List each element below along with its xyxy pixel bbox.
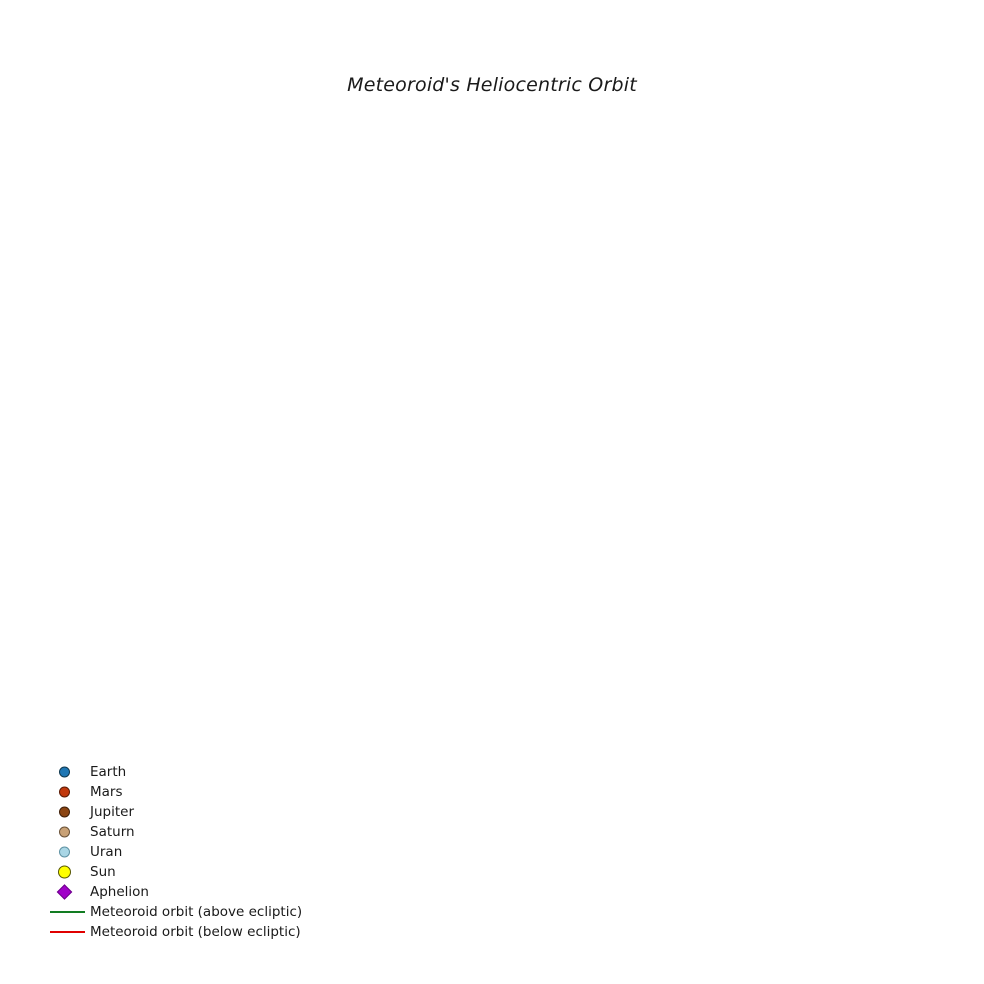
legend-label: Meteoroid orbit (above ecliptic) [90, 904, 303, 920]
legend-item-saturn[interactable]: Saturn [48, 822, 302, 842]
legend-label: Sun [90, 864, 116, 880]
uran-marker-icon [48, 842, 86, 862]
aphelion-marker-icon [48, 882, 86, 902]
legend-item-jupiter[interactable]: Jupiter [48, 802, 302, 822]
legend-label: Meteoroid orbit (below ecliptic) [90, 924, 301, 940]
legend-item-mars[interactable]: Mars [48, 782, 302, 802]
legend-label: Aphelion [90, 884, 149, 900]
sun-marker-icon [48, 862, 86, 882]
legend-label: Uran [90, 844, 123, 860]
red-line-icon [48, 922, 86, 942]
earth-marker-icon [48, 762, 86, 782]
legend-label: Earth [90, 764, 127, 780]
jupiter-marker-icon [48, 802, 86, 822]
mars-marker-icon [48, 782, 86, 802]
legend-item-meteoroid-below[interactable]: Meteoroid orbit (below ecliptic) [48, 922, 302, 942]
page-title: Meteoroid's Heliocentric Orbit [347, 74, 637, 96]
legend-label: Mars [90, 784, 123, 800]
legend: Earth Mars Jupiter Saturn Uran [48, 762, 302, 942]
green-line-icon [48, 902, 86, 922]
legend-label: Saturn [90, 824, 135, 840]
legend-item-meteoroid-above[interactable]: Meteoroid orbit (above ecliptic) [48, 902, 302, 922]
legend-item-uran[interactable]: Uran [48, 842, 302, 862]
legend-item-earth[interactable]: Earth [48, 762, 302, 782]
saturn-marker-icon [48, 822, 86, 842]
legend-item-aphelion[interactable]: Aphelion [48, 882, 302, 902]
legend-item-sun[interactable]: Sun [48, 862, 302, 882]
legend-label: Jupiter [90, 804, 135, 820]
